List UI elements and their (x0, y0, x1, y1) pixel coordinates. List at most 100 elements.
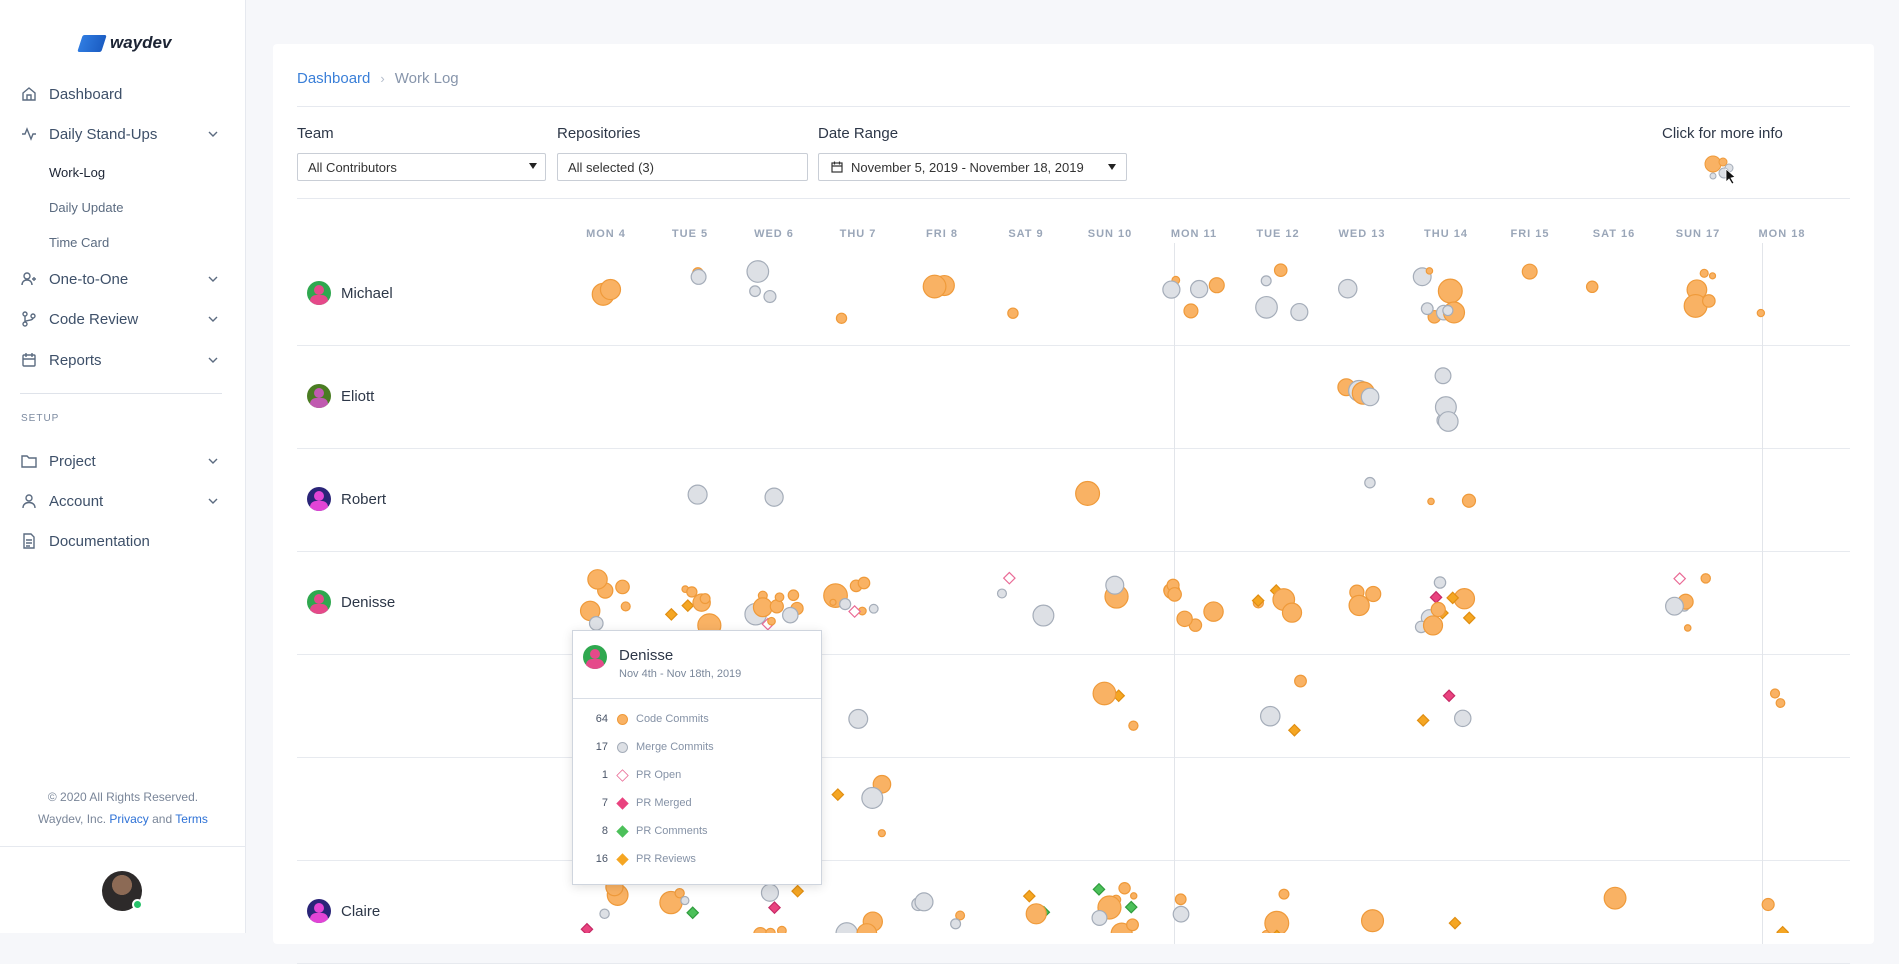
contributor-name: Claire (341, 902, 381, 920)
chevron-down-icon (208, 357, 218, 363)
day-header: SAT 9 (1008, 228, 1044, 240)
contributor-row (297, 758, 1850, 861)
sidebar-item-label: Daily Stand-Ups (49, 125, 158, 143)
stat-label: Merge Commits (636, 741, 714, 753)
activity-icon (20, 125, 38, 143)
day-header: THU 7 (839, 228, 877, 240)
date-range-picker[interactable]: November 5, 2019 - November 18, 2019 (818, 153, 1127, 181)
day-header: MON 11 (1170, 228, 1218, 240)
week-divider (1762, 243, 1763, 944)
circle-icon (617, 714, 628, 725)
stat-count: 8 (601, 825, 608, 837)
more-info-bubbles-icon[interactable] (1693, 149, 1743, 189)
week-divider (1174, 243, 1175, 944)
sidebar-item-documentation[interactable]: Documentation (20, 528, 222, 554)
day-header: TUE 12 (1256, 228, 1300, 240)
sidebar-section-setup: SETUP (21, 413, 60, 424)
divider (297, 106, 1850, 107)
sidebar-item-reports[interactable]: Reports (20, 347, 222, 373)
team-label: Team (297, 125, 334, 142)
breadcrumb-current: Work Log (394, 70, 459, 87)
sidebar-subitem-daily-update[interactable]: Daily Update (49, 200, 124, 215)
breadcrumb-chevron-icon: › (380, 71, 385, 86)
day-header: TUE 5 (671, 228, 709, 240)
sidebar-subitem-work-log[interactable]: Work-Log (49, 165, 106, 180)
sidebar-footer: © 2020 All Rights Reserved. Waydev, Inc.… (0, 786, 246, 830)
tooltip-stat: 64 Code Commits (573, 710, 821, 730)
sidebar-item-daily-stand-ups[interactable]: Daily Stand-Ups (20, 121, 222, 147)
sidebar-item-label: Dashboard (49, 85, 123, 103)
tooltip-stat: 1 PR Open (573, 766, 821, 786)
contributor-tooltip: Denisse Nov 4th - Nov 18th, 2019 64 Code … (572, 630, 822, 885)
contributor[interactable]: Denisse (307, 590, 395, 614)
stat-count: 7 (601, 797, 608, 809)
contributor-name: Robert (341, 490, 387, 508)
day-header: THU 14 (1424, 228, 1468, 240)
contributor[interactable]: Robert (307, 487, 386, 511)
document-icon (20, 532, 38, 550)
sidebar-item-code-review[interactable]: Code Review (20, 306, 222, 332)
caret-down-icon (1108, 164, 1116, 170)
date-range-label: Date Range (818, 125, 899, 142)
sidebar-bottom-divider (0, 846, 246, 847)
and-text: and (152, 812, 173, 826)
avatar (307, 590, 331, 614)
sidebar-item-account[interactable]: Account (20, 488, 222, 514)
day-header: WED 13 (1338, 228, 1386, 240)
tooltip-stat: 8 PR Comments (573, 822, 821, 842)
diamond-icon (616, 853, 629, 866)
contributor[interactable]: Eliott (307, 384, 374, 408)
stat-count: 17 (595, 741, 608, 753)
chevron-down-icon (208, 498, 218, 504)
date-range-value: November 5, 2019 - November 18, 2019 (851, 159, 1084, 175)
repositories-label: Repositories (557, 125, 641, 142)
sidebar: waydev Dashboard Daily Stand-Ups Work-Lo… (0, 0, 246, 933)
avatar (307, 899, 331, 923)
chevron-down-icon (208, 316, 218, 322)
copyright-text: © 2020 All Rights Reserved. (47, 790, 199, 804)
cursor-icon (1725, 168, 1736, 185)
sidebar-item-label: One-to-One (49, 270, 129, 288)
folder-icon (20, 452, 38, 470)
home-icon (20, 85, 38, 103)
more-info-label: Click for more info (1662, 125, 1783, 142)
day-header: SUN 10 (1087, 228, 1133, 240)
diamond-icon (616, 797, 629, 810)
sidebar-item-dashboard[interactable]: Dashboard (20, 81, 222, 107)
waydev-logo[interactable]: waydev (77, 33, 171, 53)
sidebar-item-one-to-one[interactable]: One-to-One (20, 266, 222, 292)
sidebar-item-project[interactable]: Project (20, 448, 222, 474)
stat-label: PR Open (636, 769, 682, 781)
stat-label: PR Reviews (636, 853, 696, 865)
avatar (307, 281, 331, 305)
avatar (307, 487, 331, 511)
contributor-row: Denisse (297, 552, 1850, 655)
tooltip-name: Denisse (619, 647, 674, 664)
breadcrumb-dashboard[interactable]: Dashboard (297, 70, 371, 87)
day-header: FRI 15 (1510, 228, 1550, 240)
stat-label: Code Commits (636, 713, 709, 725)
privacy-link[interactable]: Privacy (109, 812, 149, 826)
day-header: WED 6 (754, 228, 794, 240)
contributor-row: Claire (297, 861, 1850, 964)
sidebar-subitem-time-card[interactable]: Time Card (49, 235, 110, 250)
team-select[interactable]: All Contributors (297, 153, 546, 181)
tooltip-stat: 7 PR Merged (573, 794, 821, 814)
day-header: SAT 16 (1592, 228, 1636, 240)
sidebar-item-label: Account (49, 492, 104, 510)
contributor[interactable]: Claire (307, 899, 380, 923)
stat-count: 1 (601, 769, 608, 781)
git-branch-icon (20, 310, 38, 328)
avatar (583, 645, 607, 669)
day-header: MON 4 (586, 228, 626, 240)
logo-mark-icon (77, 34, 107, 52)
breadcrumb: Dashboard › Work Log (297, 70, 459, 87)
repositories-select-value: All selected (3) (568, 159, 654, 175)
contributor[interactable]: Michael (307, 281, 393, 305)
tooltip-header: Denisse Nov 4th - Nov 18th, 2019 (573, 631, 821, 699)
calendar-icon (831, 161, 843, 173)
day-header: FRI 8 (926, 228, 958, 240)
stat-label: PR Merged (636, 797, 692, 809)
terms-link[interactable]: Terms (175, 812, 208, 826)
repositories-select[interactable]: All selected (3) (557, 153, 808, 181)
